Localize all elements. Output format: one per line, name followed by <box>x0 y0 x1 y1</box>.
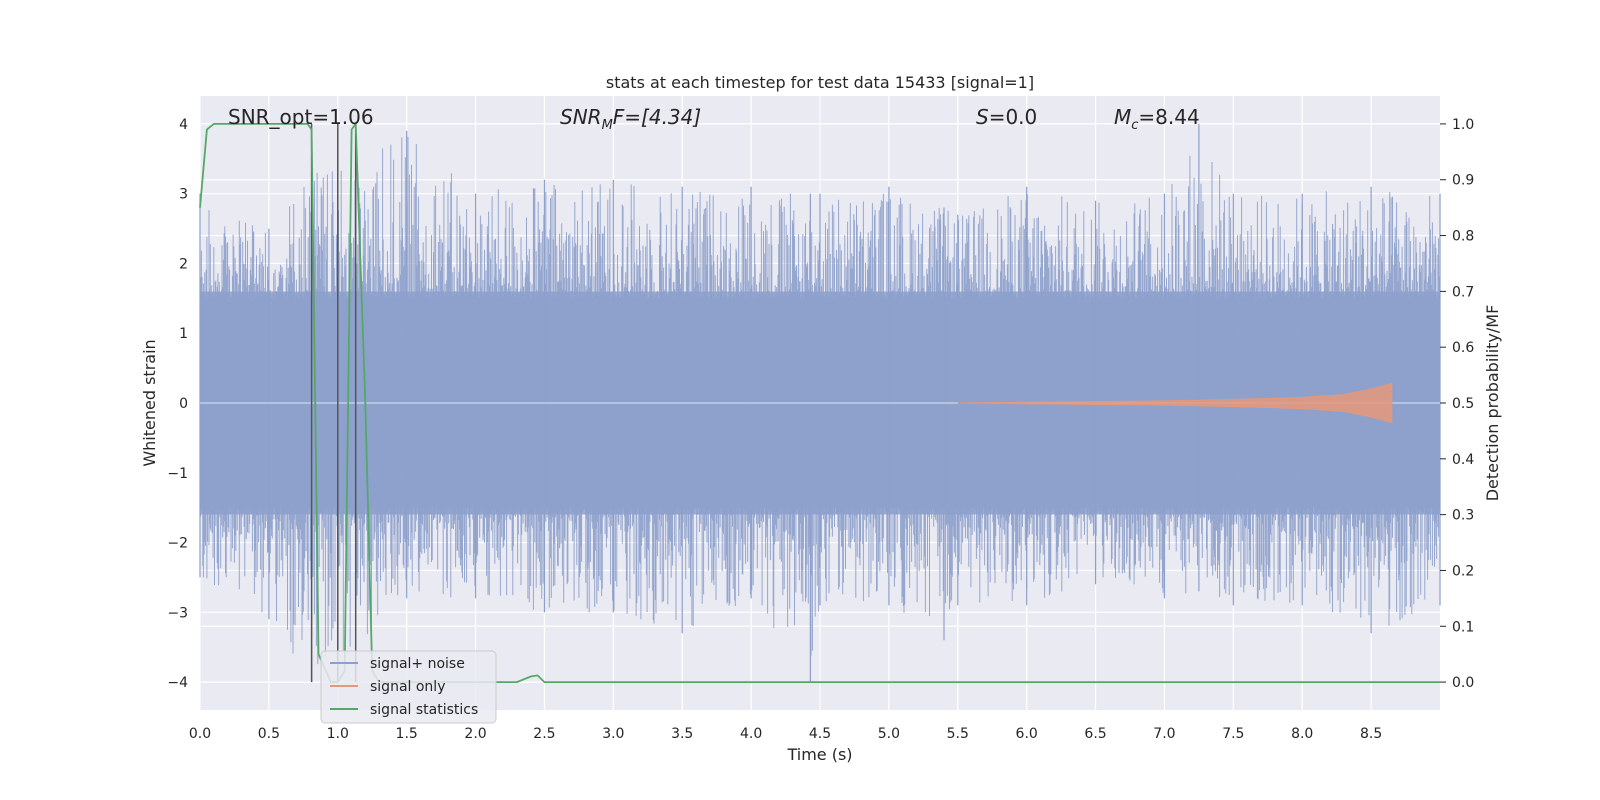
annotation-s-symbol: S <box>976 105 989 129</box>
y-left-tick-labels: −4 −3 −2 −1 0 1 2 3 4 <box>167 117 188 691</box>
x-tick-label: 7.5 <box>1222 726 1244 742</box>
x-tick-label: 4.0 <box>740 726 762 742</box>
annotation-s-value: =0.0 <box>989 105 1038 129</box>
x-tick-label: 5.0 <box>878 726 900 742</box>
y-right-tick-label: 0.0 <box>1452 675 1474 691</box>
annotation-mc-value: =8.44 <box>1138 105 1199 129</box>
y-left-axis-label: Whitened strain <box>140 339 159 466</box>
x-tick-labels: 0.0 0.5 1.0 1.5 2.0 2.5 3.0 3.5 4.0 4.5 5.0 5.5 6.0 6… <box>189 726 1382 742</box>
x-tick-label: 2.5 <box>533 726 555 742</box>
y-left-tick-label: −2 <box>167 536 188 552</box>
annotation-mc-symbol: M <box>1114 105 1131 129</box>
legend-box <box>320 650 497 724</box>
x-tick-label: 0.5 <box>258 726 280 742</box>
x-tick-label: 0.0 <box>189 726 211 742</box>
annotation-mc: Mc=8.44 <box>1114 105 1200 133</box>
x-tick-label: 6.5 <box>1084 726 1106 742</box>
y-left-tick-label: 3 <box>179 187 188 203</box>
y-left-tick-label: 1 <box>179 326 188 342</box>
x-tick-label: 7.0 <box>1153 726 1175 742</box>
annotation-snr-mf-value: F=[4.34] <box>613 105 701 129</box>
signal-only-series <box>957 382 1393 424</box>
statistics-line <box>199 121 1440 683</box>
y-right-tick-label: 0.6 <box>1452 340 1474 356</box>
legend: signal+ noise signal only signal statist… <box>320 650 497 724</box>
y-left-tick-label: −4 <box>167 675 188 691</box>
signal-only-line <box>957 382 1393 424</box>
legend-label-signal-only: signal only <box>370 679 445 695</box>
y-left-tick-label: −1 <box>167 466 188 482</box>
x-tick-label: 4.5 <box>809 726 831 742</box>
y-left-tick-label: 2 <box>179 256 188 272</box>
y-right-axis-label: Detection probability/MF <box>1483 305 1502 502</box>
y-right-tick-label: 0.2 <box>1452 563 1474 579</box>
annotation-snr-mf-subscript: M <box>602 118 613 133</box>
x-tick-label: 5.5 <box>947 726 969 742</box>
chart-title: stats at each timestep for test data 154… <box>606 73 1034 92</box>
y-left-tick-label: 0 <box>179 396 188 412</box>
statistics-series <box>199 121 1440 683</box>
y-right-tick-label: 0.8 <box>1452 229 1474 245</box>
x-tick-label: 3.5 <box>671 726 693 742</box>
y-right-tick-label: 0.9 <box>1452 173 1474 189</box>
x-tick-label: 6.0 <box>1016 726 1038 742</box>
x-tick-label: 1.5 <box>396 726 418 742</box>
y-right-tick-labels: 0.0 0.1 0.2 0.3 0.4 0.5 0.6 0.7 0.8 0.9 1.0 <box>1440 117 1474 691</box>
y-right-tick-label: 0.5 <box>1452 396 1474 412</box>
vertical-markers <box>310 123 357 683</box>
annotation-snr-mf: SNRMF=[4.34] <box>560 105 701 133</box>
y-left-tick-label: 4 <box>179 117 188 133</box>
x-tick-label: 8.5 <box>1360 726 1382 742</box>
annotation-snr-mf-base: SNR <box>560 105 602 129</box>
x-tick-label: 2.0 <box>464 726 486 742</box>
x-tick-label: 8.0 <box>1291 726 1313 742</box>
annotation-mc-subscript: c <box>1131 118 1138 133</box>
y-right-tick-label: 0.3 <box>1452 508 1474 524</box>
annotation-snr-opt: SNR_opt=1.06 <box>228 105 374 129</box>
legend-label-signal-statistics: signal statistics <box>370 702 478 718</box>
y-right-tick-label: 0.4 <box>1452 452 1474 468</box>
x-tick-label: 3.0 <box>602 726 624 742</box>
y-right-tick-label: 0.1 <box>1452 619 1474 635</box>
y-right-tick-label: 1.0 <box>1452 117 1474 133</box>
annotation-s: S=0.0 <box>976 105 1037 129</box>
legend-label-signal-noise: signal+ noise <box>370 656 465 672</box>
x-tick-label: 1.0 <box>327 726 349 742</box>
x-axis-label: Time (s) <box>786 745 852 764</box>
y-left-tick-label: −3 <box>167 605 188 621</box>
y-right-tick-label: 0.7 <box>1452 284 1474 300</box>
